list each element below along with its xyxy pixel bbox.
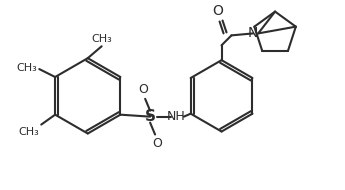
Text: CH₃: CH₃ (91, 34, 112, 44)
Text: O: O (138, 83, 148, 96)
Text: O: O (152, 138, 162, 150)
Text: S: S (145, 109, 156, 124)
Text: N: N (248, 26, 258, 40)
Text: CH₃: CH₃ (19, 127, 39, 137)
Text: O: O (212, 4, 223, 17)
Text: NH: NH (167, 110, 185, 123)
Text: CH₃: CH₃ (17, 63, 37, 73)
